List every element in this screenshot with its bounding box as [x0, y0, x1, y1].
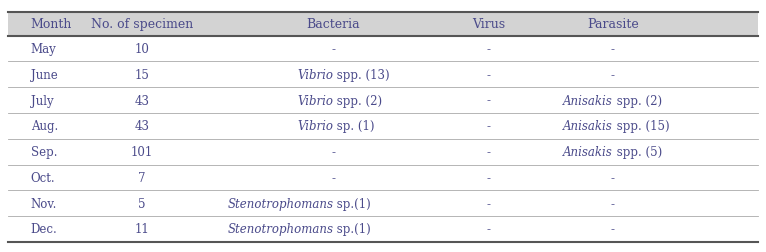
Text: June: June [31, 69, 57, 81]
Text: Bacteria: Bacteria [306, 18, 360, 31]
Text: Vibrio: Vibrio [297, 69, 333, 81]
Bar [8, 13, 758, 37]
Text: 43: 43 [134, 94, 149, 107]
Text: Stenotrophomans: Stenotrophomans [228, 223, 333, 236]
Text: -: - [611, 43, 615, 56]
Text: spp. (5): spp. (5) [613, 146, 662, 159]
Text: -: - [486, 94, 491, 107]
Text: -: - [331, 146, 336, 159]
Text: -: - [486, 223, 491, 236]
Text: -: - [486, 43, 491, 56]
Text: spp. (2): spp. (2) [333, 94, 382, 107]
Text: -: - [486, 120, 491, 133]
Text: -: - [611, 69, 615, 81]
Text: Vibrio: Vibrio [297, 94, 333, 107]
Text: 43: 43 [134, 120, 149, 133]
Text: July: July [31, 94, 54, 107]
Text: sp. (1): sp. (1) [333, 120, 375, 133]
Text: Oct.: Oct. [31, 171, 55, 184]
Text: No. of specimen: No. of specimen [90, 18, 193, 31]
Text: Sep.: Sep. [31, 146, 57, 159]
Text: sp.(1): sp.(1) [333, 197, 371, 210]
Text: Parasite: Parasite [587, 18, 639, 31]
Text: spp. (13): spp. (13) [333, 69, 390, 81]
Text: 101: 101 [130, 146, 153, 159]
Text: Anisakis: Anisakis [563, 120, 613, 133]
Text: May: May [31, 43, 57, 56]
Text: -: - [486, 69, 491, 81]
Text: Month: Month [31, 18, 72, 31]
Text: Nov.: Nov. [31, 197, 57, 210]
Text: Anisakis: Anisakis [563, 146, 613, 159]
Text: 5: 5 [138, 197, 146, 210]
Text: 15: 15 [134, 69, 149, 81]
Text: -: - [611, 223, 615, 236]
Text: 7: 7 [138, 171, 146, 184]
Text: Dec.: Dec. [31, 223, 57, 236]
Text: -: - [486, 146, 491, 159]
Text: -: - [486, 197, 491, 210]
Text: Aug.: Aug. [31, 120, 58, 133]
Text: sp.(1): sp.(1) [333, 223, 371, 236]
Text: -: - [331, 171, 336, 184]
Text: Stenotrophomans: Stenotrophomans [228, 197, 333, 210]
Text: -: - [331, 43, 336, 56]
Text: spp. (15): spp. (15) [613, 120, 669, 133]
Text: Virus: Virus [472, 18, 506, 31]
Text: Vibrio: Vibrio [297, 120, 333, 133]
Text: -: - [611, 197, 615, 210]
Text: Anisakis: Anisakis [563, 94, 613, 107]
Text: -: - [611, 171, 615, 184]
Text: -: - [486, 171, 491, 184]
Text: 11: 11 [134, 223, 149, 236]
Text: 10: 10 [134, 43, 149, 56]
Text: spp. (2): spp. (2) [613, 94, 662, 107]
